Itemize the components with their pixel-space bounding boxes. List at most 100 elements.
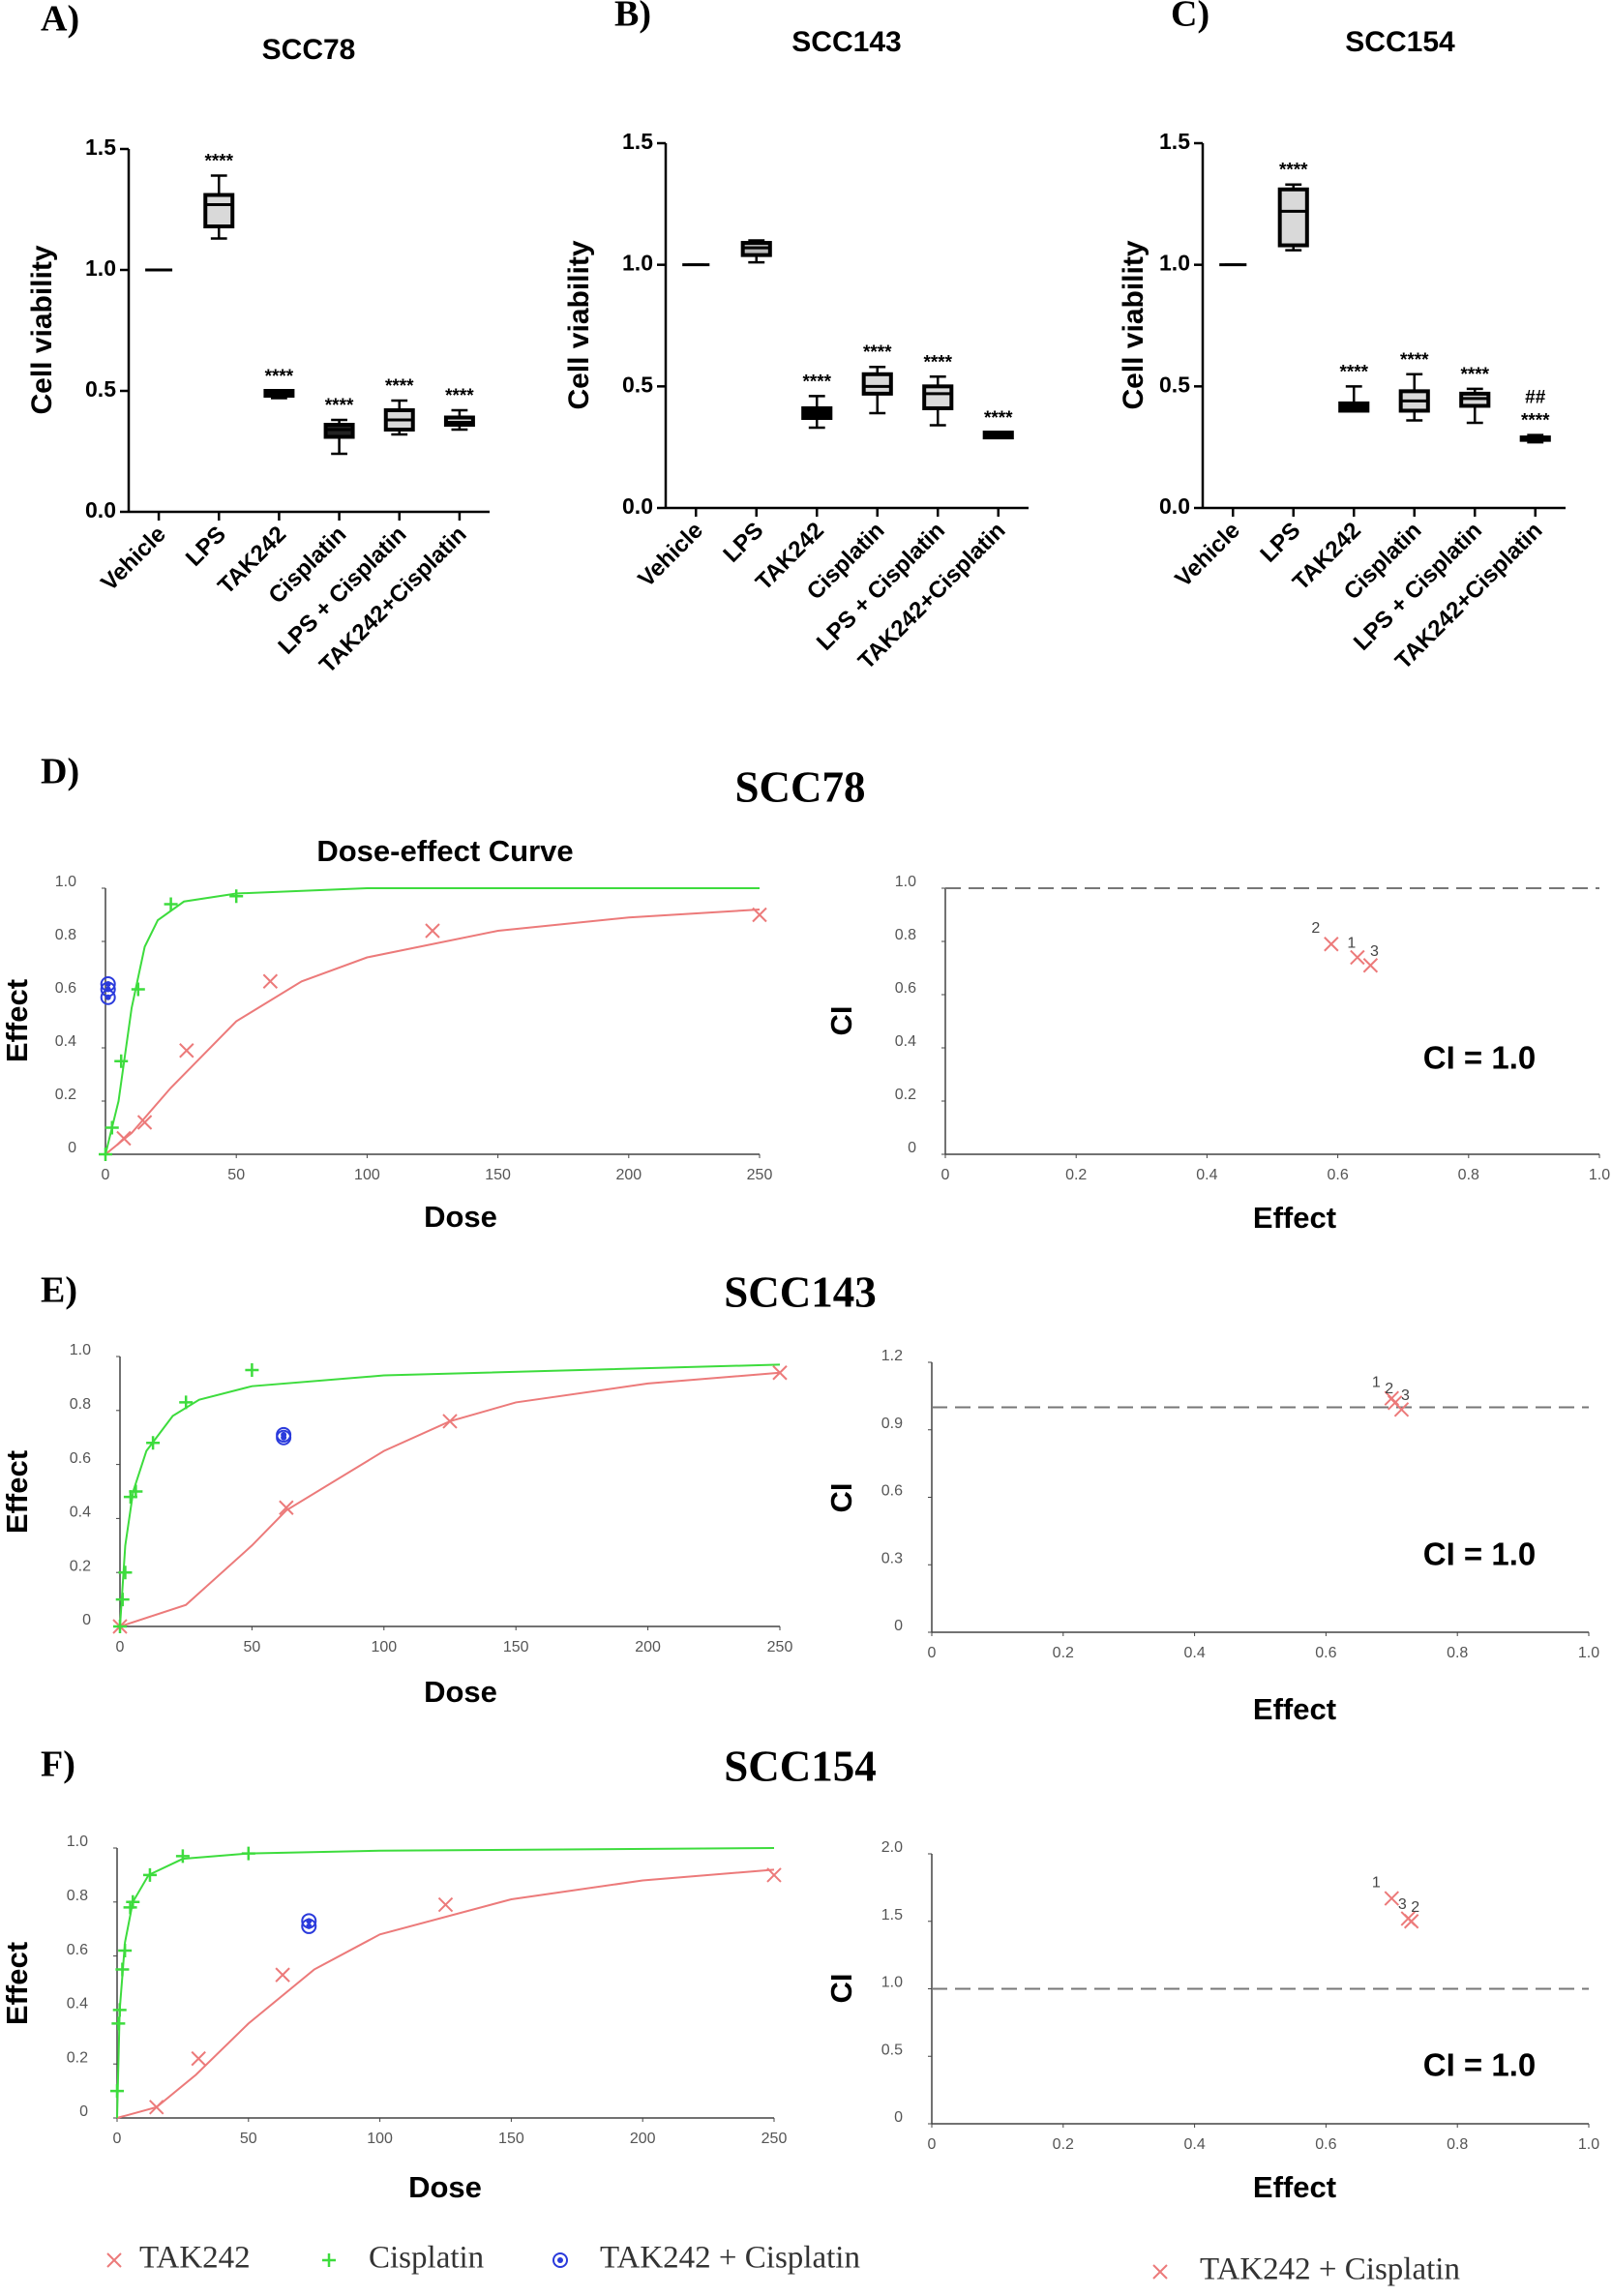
- y-tick-label: 0.6: [881, 1483, 903, 1500]
- point: [115, 1593, 130, 1607]
- plus-marker: [112, 2003, 127, 2017]
- panel-label: D): [41, 752, 79, 792]
- y-tick-label: 0: [82, 1612, 91, 1628]
- plus-marker: [129, 1484, 143, 1499]
- x-tick-label: 50: [227, 1167, 245, 1183]
- x-marker: [766, 1867, 782, 1883]
- y-tick-label: 1.2: [881, 1348, 903, 1364]
- legend-label: TAK242 + Cisplatin: [600, 2241, 860, 2276]
- point-label: 3: [1398, 1896, 1407, 1913]
- x-tick-label: 0.6: [1315, 1645, 1336, 1661]
- x-marker: [1152, 2264, 1168, 2280]
- circle-marker: [301, 1913, 317, 1929]
- point: [100, 976, 116, 992]
- y-tick-label: 0.0: [1159, 493, 1190, 519]
- point: [1393, 1402, 1410, 1417]
- significance: ****: [1339, 362, 1368, 382]
- significance: ****: [265, 367, 294, 387]
- plus-marker: [118, 1565, 133, 1580]
- x-tick-label: 250: [767, 1639, 793, 1655]
- x-tick-label: 0.2: [1065, 1167, 1087, 1183]
- x-marker: [437, 1896, 454, 1913]
- y-tick-label: 0.4: [55, 1033, 76, 1050]
- plus-marker: [179, 1395, 194, 1410]
- y-tick-label: 1.0: [895, 874, 916, 890]
- y-tick-label: 1.0: [622, 251, 653, 276]
- x-marker: [1403, 1914, 1419, 1929]
- y-tick-label: 1.5: [881, 1907, 903, 1923]
- y-axis-label: CI: [824, 1006, 858, 1036]
- fit-curve: [116, 1847, 775, 2119]
- point-label: 1: [1347, 936, 1356, 952]
- y-tick-label: 0.4: [895, 1033, 916, 1050]
- x-tick-label: 0.8: [1447, 1645, 1468, 1661]
- x-tick-label: 0: [928, 1645, 937, 1661]
- x-axis-label: Effect: [1253, 1201, 1336, 1235]
- point: [322, 2253, 336, 2267]
- x-marker: [275, 1967, 290, 1983]
- y-tick-label: 1.0: [70, 1342, 91, 1358]
- plus-marker: [99, 1148, 112, 1161]
- y-tick-label: 0: [894, 2109, 903, 2126]
- y-tick-label: 0.6: [67, 1942, 88, 1958]
- point: [301, 1913, 317, 1929]
- panel-label: E): [41, 1270, 77, 1311]
- y-tick-label: 1.5: [1159, 129, 1190, 154]
- point: [114, 1054, 129, 1068]
- x-marker: [1362, 958, 1379, 973]
- y-tick-label: 0.9: [881, 1416, 903, 1432]
- point: [772, 1365, 788, 1381]
- x-tick-label: 1.0: [1578, 1645, 1599, 1661]
- point: [110, 2084, 124, 2099]
- y-tick-label: 0.0: [622, 493, 653, 519]
- x-marker: [772, 1365, 788, 1381]
- plus-marker: [110, 2084, 124, 2099]
- y-tick-label: 0.2: [70, 1558, 91, 1574]
- point: [191, 2050, 206, 2067]
- x-tick-label: 0.8: [1447, 2136, 1468, 2153]
- point: [116, 1130, 132, 1147]
- x-marker: [1324, 937, 1339, 952]
- plus-marker: [245, 1362, 259, 1377]
- circle-dot: [281, 1431, 287, 1438]
- point: [442, 1414, 458, 1429]
- x-tick-label: 0: [928, 2136, 937, 2153]
- significance: ****: [1460, 365, 1489, 385]
- plus-marker: [241, 1846, 255, 1861]
- point: [126, 1894, 140, 1909]
- x-marker: [1384, 1891, 1400, 1906]
- plus-marker: [146, 1436, 161, 1450]
- point: [437, 1896, 454, 1913]
- point: [118, 1565, 133, 1580]
- chart-title: SCC154: [1345, 26, 1455, 58]
- significance: ****: [984, 408, 1013, 429]
- box: [203, 193, 235, 228]
- point: [1350, 949, 1365, 966]
- significance: ****: [1521, 411, 1550, 432]
- point: [104, 1120, 119, 1135]
- x-marker: [191, 2050, 206, 2067]
- y-axis-label: Cell viability: [26, 245, 58, 414]
- x-marker: [149, 2100, 164, 2115]
- point: [1362, 958, 1379, 973]
- plus-marker: [104, 1120, 119, 1135]
- point: [146, 1436, 161, 1450]
- x-tick-label: 150: [485, 1167, 511, 1183]
- fit-curve: [104, 887, 760, 1155]
- y-tick-label: 0: [908, 1140, 916, 1156]
- point: [1152, 2264, 1168, 2280]
- x-tick-label: 0.2: [1053, 1645, 1074, 1661]
- y-tick-label: 0: [79, 2103, 88, 2120]
- x-tick-label: 200: [630, 2131, 656, 2147]
- point: [1403, 1914, 1419, 1929]
- point-label: 1: [1372, 1374, 1381, 1390]
- box: [861, 372, 893, 396]
- plus-marker: [115, 1593, 130, 1607]
- chart-title: Dose-effect Curve: [316, 834, 573, 868]
- significance: ##: [1525, 388, 1546, 408]
- point: [115, 1962, 130, 1977]
- significance: ****: [802, 372, 831, 392]
- point: [425, 923, 440, 939]
- y-tick-label: 0.6: [895, 980, 916, 997]
